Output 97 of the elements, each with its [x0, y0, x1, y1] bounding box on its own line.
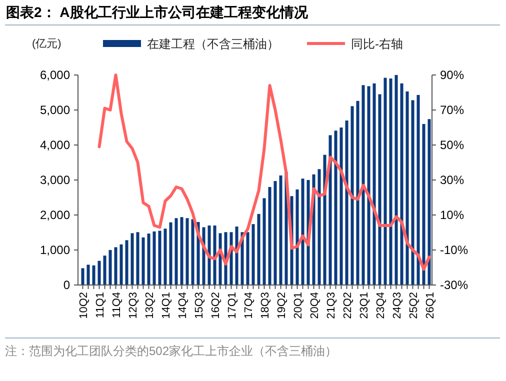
x-tick-label: 17Q1 [226, 292, 238, 319]
x-tick-label: 17Q4 [242, 292, 255, 319]
bar [394, 75, 398, 285]
x-tick-label: 23Q1 [358, 292, 370, 319]
x-tick-label: 26Q1 [424, 292, 436, 319]
x-tick-label: 12Q3 [127, 292, 140, 319]
y-tick-label: 1,000 [40, 243, 70, 257]
bar [158, 230, 162, 285]
bar [120, 244, 123, 285]
x-tick-label: 21Q3 [325, 292, 338, 319]
y-tick-label: 6,000 [40, 68, 70, 82]
bar [191, 219, 194, 285]
x-tick-label: 20Q1 [292, 292, 304, 319]
bar [372, 83, 376, 285]
bar [356, 100, 360, 285]
y2-tick-label: 70% [440, 103, 464, 117]
bar [174, 218, 178, 285]
bar [279, 175, 282, 285]
bar [186, 218, 189, 285]
x-tick-label: 20Q4 [308, 292, 321, 319]
bar [384, 78, 387, 285]
y-tick-label: 5,000 [40, 103, 70, 117]
bar [334, 130, 338, 285]
bar [130, 233, 134, 285]
x-tick-label: 25Q2 [408, 292, 420, 319]
bar [389, 78, 392, 285]
bar [98, 260, 101, 285]
y-tick-label: 0 [63, 278, 70, 292]
x-tick-label: 16Q2 [210, 292, 222, 319]
bar [262, 198, 266, 285]
bar [257, 214, 260, 285]
legend-label: 同比-右轴 [351, 37, 403, 51]
bar [152, 231, 156, 285]
x-tick-label: 18Q3 [259, 292, 272, 319]
bar [142, 237, 145, 285]
bar [318, 169, 321, 285]
bar [268, 187, 272, 285]
bar [301, 178, 304, 285]
bar [350, 106, 354, 285]
bar [169, 222, 172, 285]
bar [235, 226, 238, 285]
x-tick-label: 11Q4 [110, 292, 123, 318]
y2-tick-label: 30% [440, 173, 464, 187]
bar [108, 250, 112, 285]
bar [252, 224, 255, 285]
y2-tick-label: -30% [440, 278, 468, 292]
bar [340, 128, 343, 285]
legend-label: 在建工程（不含三桶油） [147, 37, 279, 51]
bar [328, 135, 332, 285]
bar [246, 232, 250, 285]
legend-同比-右轴: 同比-右轴 [307, 37, 403, 51]
bar [296, 189, 299, 285]
bar [208, 226, 211, 285]
x-tick-label: 23Q4 [374, 292, 387, 319]
x-tick-label: 15Q3 [193, 292, 206, 319]
y2-tick-label: 10% [440, 208, 464, 222]
bar [103, 256, 106, 285]
bar [367, 86, 370, 285]
bar [428, 119, 431, 285]
bar [422, 124, 426, 285]
bar [411, 100, 414, 285]
x-tick-label: 22Q2 [342, 292, 354, 319]
x-tick-label: 14Q4 [176, 292, 189, 319]
bar [406, 91, 409, 285]
bar [213, 226, 216, 285]
bar [136, 232, 140, 285]
legend-在建工程（不含三桶油）: 在建工程（不含三桶油） [103, 37, 279, 51]
title: 图表2： A股化工行业上市公司在建工程变化情况 [6, 4, 308, 20]
bar [125, 240, 128, 285]
x-tick-label: 10Q2 [78, 292, 90, 319]
bar [147, 234, 150, 285]
bar [345, 120, 348, 285]
bar [416, 94, 420, 285]
x-tick-label: 13Q2 [144, 292, 156, 319]
bar [81, 268, 84, 285]
y2-tick-label: 50% [440, 138, 464, 152]
y-tick-label: 4,000 [40, 138, 70, 152]
bar [323, 154, 326, 285]
bar [92, 265, 96, 285]
bar [400, 83, 404, 285]
bar [86, 264, 90, 285]
text: 注：范围为化工团队分类的502家化工上市企业（不含三桶油） [5, 344, 338, 358]
x-tick-label: 24Q3 [391, 292, 404, 319]
y-axis-title: (亿元) [32, 38, 62, 50]
y-tick-label: 2,000 [40, 208, 70, 222]
bar [180, 217, 184, 285]
bar [378, 94, 382, 285]
x-tick-label: 19Q2 [276, 292, 288, 319]
x-tick-label: 11Q1 [94, 292, 106, 318]
bar [362, 85, 365, 285]
bar [114, 247, 118, 285]
y2-tick-label: -10% [440, 243, 468, 257]
x-tick-label: 14Q1 [160, 292, 172, 319]
y-tick-label: 3,000 [40, 173, 70, 187]
bar [164, 228, 167, 285]
bar [274, 181, 277, 285]
y2-tick-label: 90% [440, 68, 464, 82]
